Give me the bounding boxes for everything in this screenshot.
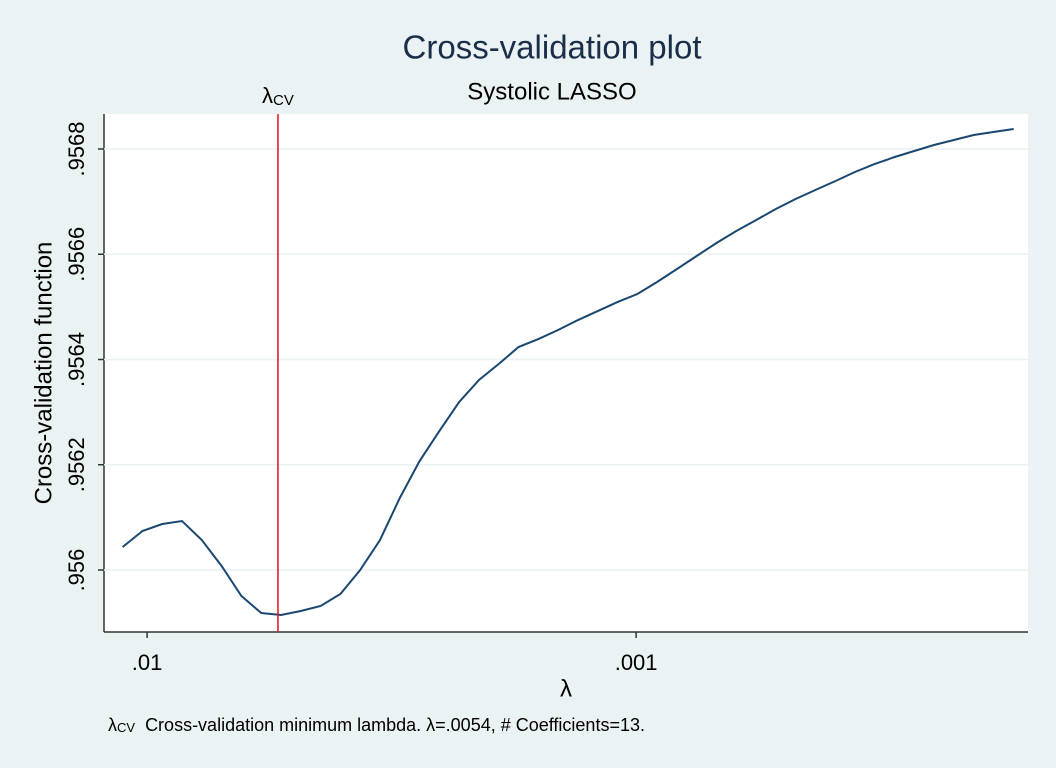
y-tick-label: .9562	[64, 437, 89, 492]
lambda-symbol: λ	[262, 83, 273, 108]
plot-area	[104, 114, 1028, 632]
lambda-label: λCV	[262, 83, 294, 109]
x-tick-label: .01	[132, 650, 163, 675]
note-text: Cross-validation minimum lambda. λ=.0054…	[145, 715, 645, 735]
x-axis-label: λ	[560, 675, 572, 702]
chart-title: Cross-validation plot	[403, 29, 702, 66]
y-tick-label: .9568	[64, 121, 89, 176]
y-tick-label: .9564	[64, 332, 89, 387]
note-symbol: λ	[108, 715, 117, 735]
note: λCV Cross-validation minimum lambda. λ=.0…	[108, 715, 645, 736]
note-symbol-sub: CV	[117, 720, 135, 735]
lambda-sub: CV	[273, 92, 294, 109]
y-axis-label: Cross-validation function	[30, 242, 57, 505]
cv-line	[122, 128, 1014, 617]
chart-subtitle: Systolic LASSO	[467, 78, 636, 105]
x-tick-label: .001	[615, 650, 658, 675]
y-tick-label: .9566	[64, 227, 89, 282]
y-tick-label: .956	[64, 549, 89, 592]
